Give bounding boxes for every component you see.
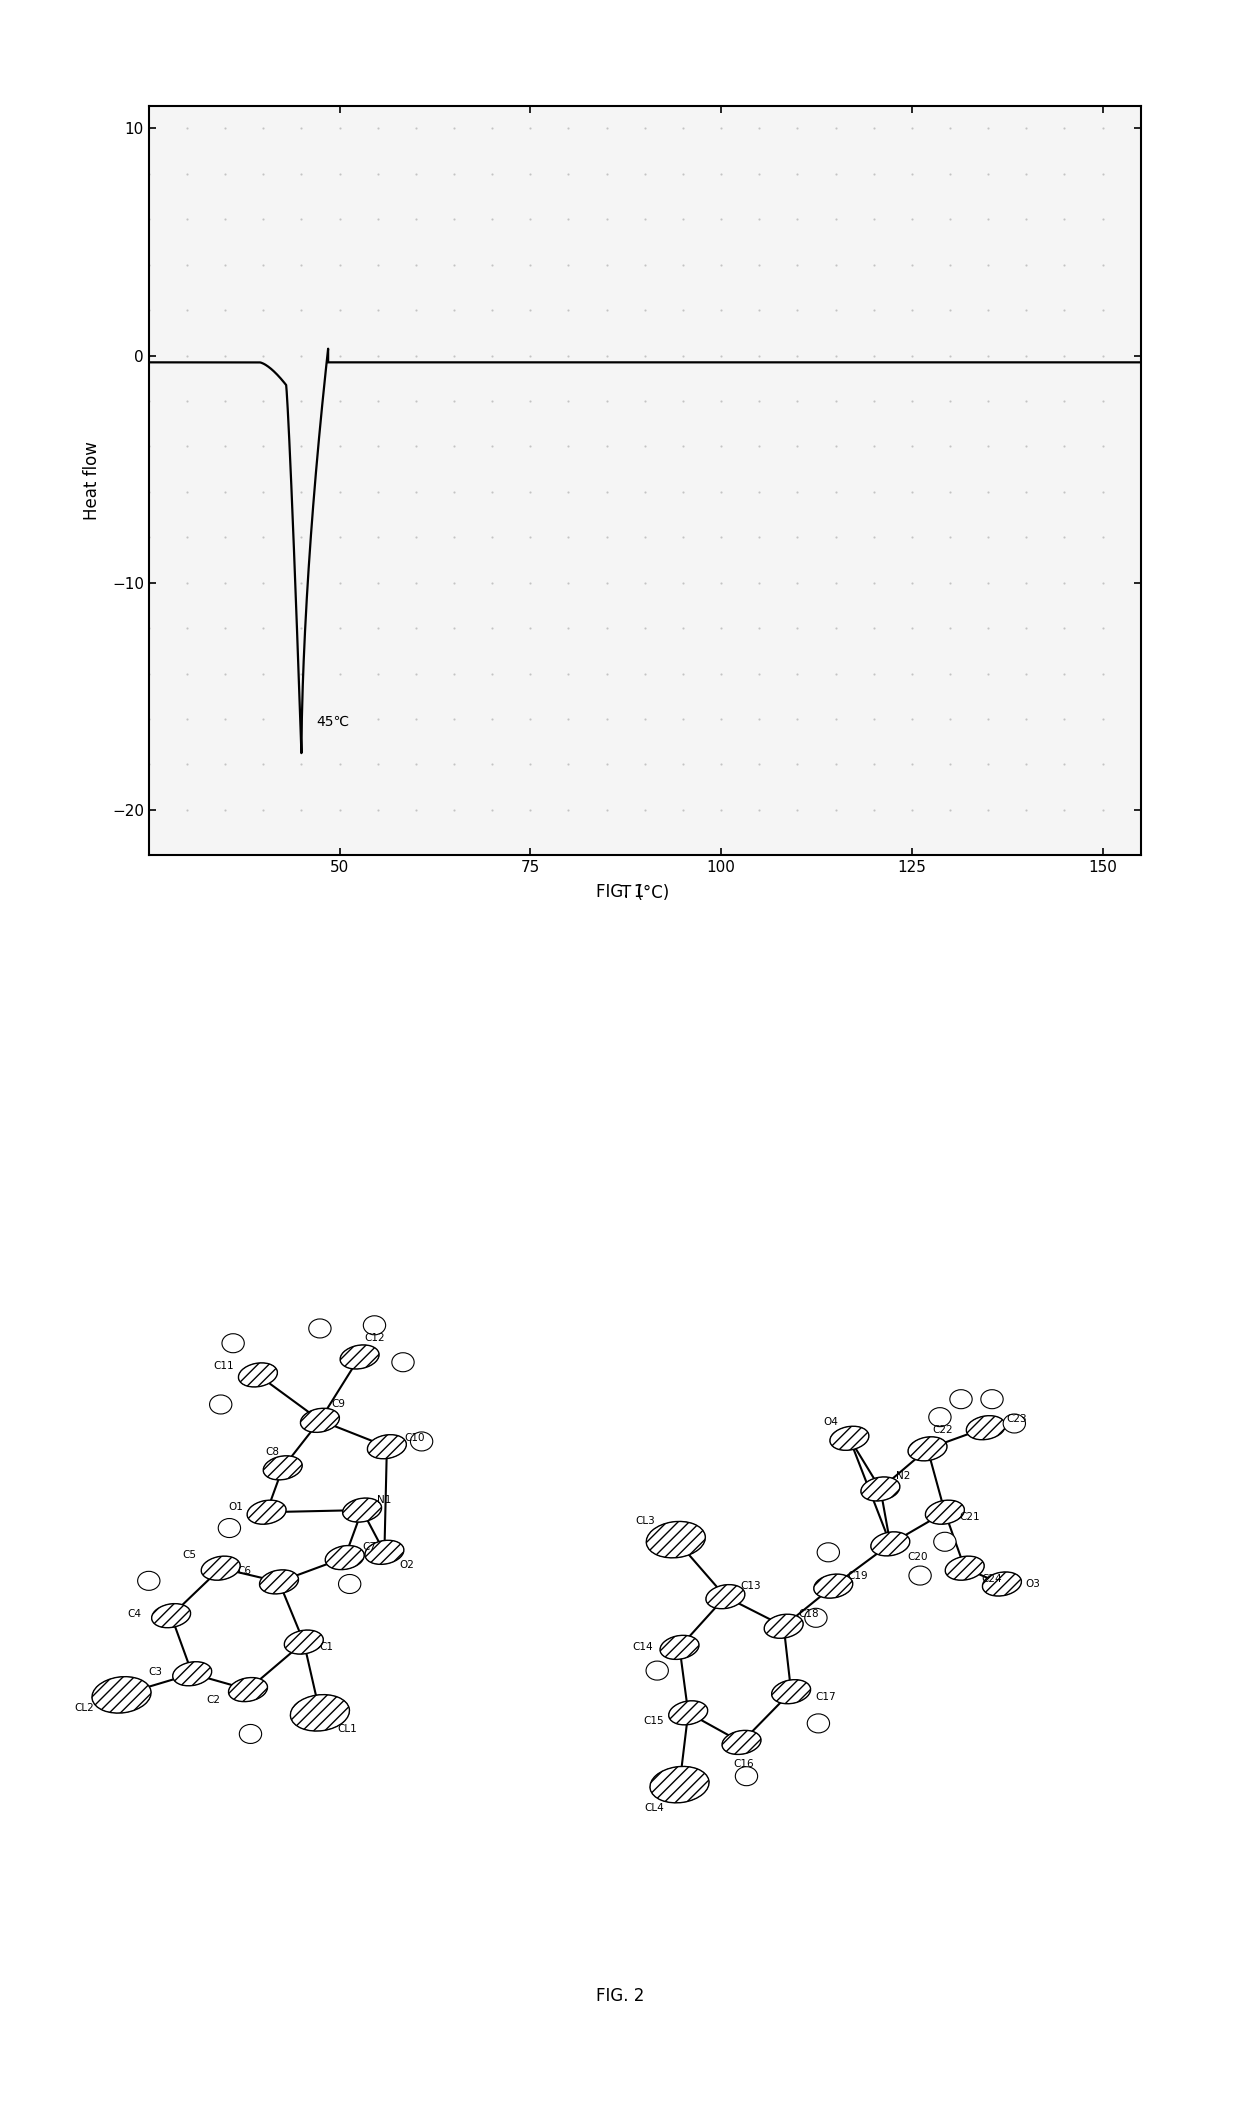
Ellipse shape xyxy=(300,1409,340,1432)
Circle shape xyxy=(410,1432,433,1451)
Text: C8: C8 xyxy=(265,1447,280,1457)
Circle shape xyxy=(363,1316,386,1335)
Circle shape xyxy=(981,1390,1003,1409)
Circle shape xyxy=(218,1519,241,1538)
Circle shape xyxy=(392,1352,414,1373)
Ellipse shape xyxy=(668,1700,708,1726)
Text: CL1: CL1 xyxy=(337,1723,357,1734)
Text: O3: O3 xyxy=(1025,1580,1040,1588)
Circle shape xyxy=(805,1609,827,1626)
Ellipse shape xyxy=(284,1630,324,1654)
Text: C5: C5 xyxy=(182,1550,197,1561)
Circle shape xyxy=(1003,1415,1025,1432)
Text: C2: C2 xyxy=(206,1696,221,1704)
Ellipse shape xyxy=(722,1730,761,1755)
Circle shape xyxy=(309,1318,331,1339)
Y-axis label: Heat flow: Heat flow xyxy=(83,441,100,520)
Ellipse shape xyxy=(830,1426,869,1451)
Ellipse shape xyxy=(706,1584,745,1609)
Text: N1: N1 xyxy=(377,1495,392,1504)
Ellipse shape xyxy=(945,1557,985,1580)
Ellipse shape xyxy=(813,1573,853,1599)
Text: C1: C1 xyxy=(319,1643,334,1652)
Ellipse shape xyxy=(228,1677,268,1702)
Text: C7: C7 xyxy=(362,1542,377,1552)
Text: FIG. 1: FIG. 1 xyxy=(595,883,645,902)
Text: C23: C23 xyxy=(1007,1415,1027,1423)
Ellipse shape xyxy=(342,1497,382,1523)
Text: CL3: CL3 xyxy=(635,1516,655,1525)
Text: C11: C11 xyxy=(213,1362,233,1371)
Text: CL2: CL2 xyxy=(74,1702,94,1713)
Text: C22: C22 xyxy=(932,1426,952,1434)
Text: O4: O4 xyxy=(823,1417,838,1428)
Circle shape xyxy=(339,1573,361,1592)
Text: C10: C10 xyxy=(404,1434,424,1442)
Circle shape xyxy=(210,1394,232,1415)
Circle shape xyxy=(239,1723,262,1742)
Ellipse shape xyxy=(870,1531,910,1557)
Ellipse shape xyxy=(201,1557,241,1580)
Circle shape xyxy=(222,1335,244,1352)
Circle shape xyxy=(909,1565,931,1584)
Ellipse shape xyxy=(771,1679,811,1704)
Text: C9: C9 xyxy=(331,1400,346,1409)
Text: C17: C17 xyxy=(816,1692,836,1702)
Ellipse shape xyxy=(660,1635,699,1660)
Text: FIG. 2: FIG. 2 xyxy=(595,1987,645,2004)
Text: N2: N2 xyxy=(895,1472,910,1481)
Ellipse shape xyxy=(367,1434,407,1459)
Text: O1: O1 xyxy=(228,1502,243,1512)
Circle shape xyxy=(646,1660,668,1681)
Ellipse shape xyxy=(646,1521,706,1559)
Text: C16: C16 xyxy=(734,1759,754,1768)
Circle shape xyxy=(807,1713,830,1732)
Ellipse shape xyxy=(259,1569,299,1595)
Circle shape xyxy=(934,1531,956,1550)
Ellipse shape xyxy=(966,1415,1006,1440)
Text: C13: C13 xyxy=(740,1582,760,1590)
Ellipse shape xyxy=(861,1476,900,1502)
Circle shape xyxy=(817,1542,839,1563)
Text: C6: C6 xyxy=(237,1567,252,1576)
Ellipse shape xyxy=(238,1362,278,1388)
Ellipse shape xyxy=(172,1662,212,1685)
Ellipse shape xyxy=(764,1614,804,1639)
Text: C14: C14 xyxy=(632,1643,652,1652)
Text: C18: C18 xyxy=(799,1609,818,1618)
Text: 45℃: 45℃ xyxy=(316,714,350,729)
Ellipse shape xyxy=(925,1500,965,1525)
Text: C19: C19 xyxy=(848,1571,868,1580)
Text: CL4: CL4 xyxy=(645,1804,665,1812)
Text: C21: C21 xyxy=(960,1512,980,1523)
Ellipse shape xyxy=(908,1436,947,1462)
Text: C3: C3 xyxy=(148,1666,162,1677)
Circle shape xyxy=(138,1571,160,1590)
Circle shape xyxy=(929,1407,951,1428)
Ellipse shape xyxy=(92,1677,151,1713)
Text: C20: C20 xyxy=(908,1552,928,1561)
Circle shape xyxy=(950,1390,972,1409)
Ellipse shape xyxy=(263,1455,303,1481)
Text: O2: O2 xyxy=(399,1561,414,1569)
Ellipse shape xyxy=(247,1500,286,1525)
Ellipse shape xyxy=(151,1603,191,1628)
Ellipse shape xyxy=(340,1345,379,1369)
Text: C15: C15 xyxy=(644,1717,663,1726)
Text: C4: C4 xyxy=(126,1609,141,1618)
Ellipse shape xyxy=(982,1571,1022,1597)
Ellipse shape xyxy=(290,1694,350,1732)
Text: C12: C12 xyxy=(365,1333,384,1343)
Text: C24: C24 xyxy=(982,1573,1002,1584)
Circle shape xyxy=(735,1766,758,1785)
Ellipse shape xyxy=(325,1546,365,1569)
Ellipse shape xyxy=(365,1540,404,1565)
X-axis label: T (°C): T (°C) xyxy=(621,883,668,902)
Ellipse shape xyxy=(650,1766,709,1804)
